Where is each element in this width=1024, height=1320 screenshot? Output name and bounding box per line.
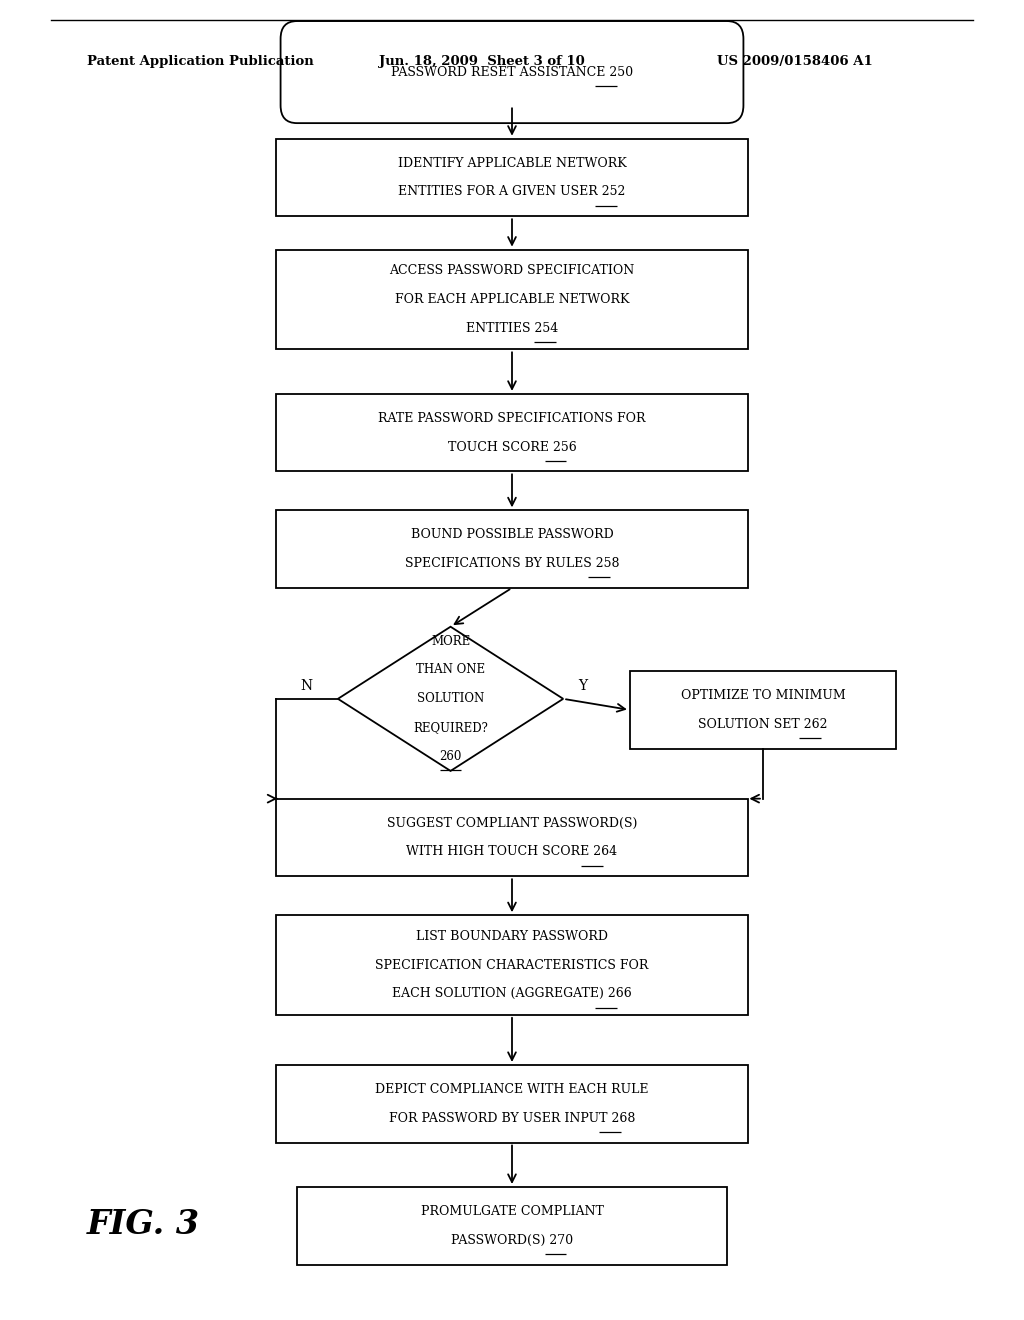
Text: RATE PASSWORD SPECIFICATIONS FOR: RATE PASSWORD SPECIFICATIONS FOR — [378, 412, 646, 425]
Bar — [276, 511, 748, 587]
Text: SPECIFICATION CHARACTERISTICS FOR: SPECIFICATION CHARACTERISTICS FOR — [376, 958, 648, 972]
Bar — [276, 1065, 748, 1143]
Text: FOR EACH APPLICABLE NETWORK: FOR EACH APPLICABLE NETWORK — [394, 293, 630, 306]
Text: REQUIRED?: REQUIRED? — [413, 721, 488, 734]
Text: PROMULGATE COMPLIANT: PROMULGATE COMPLIANT — [421, 1205, 603, 1218]
Text: N: N — [300, 678, 312, 693]
Text: TOUCH SCORE 256: TOUCH SCORE 256 — [447, 441, 577, 454]
Text: OPTIMIZE TO MINIMUM: OPTIMIZE TO MINIMUM — [681, 689, 845, 702]
Text: ENTITIES 254: ENTITIES 254 — [466, 322, 558, 335]
Bar — [276, 249, 748, 350]
Text: EACH SOLUTION (AGGREGATE) 266: EACH SOLUTION (AGGREGATE) 266 — [392, 987, 632, 1001]
Text: Jun. 18, 2009  Sheet 3 of 10: Jun. 18, 2009 Sheet 3 of 10 — [379, 55, 585, 69]
Bar — [276, 393, 748, 471]
Text: SPECIFICATIONS BY RULES 258: SPECIFICATIONS BY RULES 258 — [404, 557, 620, 570]
Text: SOLUTION: SOLUTION — [417, 692, 484, 705]
Bar — [276, 799, 748, 876]
Text: FOR PASSWORD BY USER INPUT 268: FOR PASSWORD BY USER INPUT 268 — [389, 1111, 635, 1125]
Text: DEPICT COMPLIANCE WITH EACH RULE: DEPICT COMPLIANCE WITH EACH RULE — [375, 1082, 649, 1096]
Text: Patent Application Publication: Patent Application Publication — [87, 55, 313, 69]
Text: SUGGEST COMPLIANT PASSWORD(S): SUGGEST COMPLIANT PASSWORD(S) — [387, 817, 637, 829]
Text: THAN ONE: THAN ONE — [416, 664, 485, 676]
Text: PASSWORD RESET ASSISTANCE 250: PASSWORD RESET ASSISTANCE 250 — [391, 66, 633, 79]
Polygon shape — [338, 627, 563, 771]
Text: IDENTIFY APPLICABLE NETWORK: IDENTIFY APPLICABLE NETWORK — [397, 157, 627, 169]
Text: WITH HIGH TOUCH SCORE 264: WITH HIGH TOUCH SCORE 264 — [407, 845, 617, 858]
Text: 260: 260 — [439, 750, 462, 763]
Bar — [630, 671, 896, 748]
Text: BOUND POSSIBLE PASSWORD: BOUND POSSIBLE PASSWORD — [411, 528, 613, 541]
Text: ACCESS PASSWORD SPECIFICATION: ACCESS PASSWORD SPECIFICATION — [389, 264, 635, 277]
FancyBboxPatch shape — [281, 21, 743, 123]
Bar — [276, 139, 748, 216]
Text: SOLUTION SET 262: SOLUTION SET 262 — [698, 718, 827, 731]
Text: ENTITIES FOR A GIVEN USER 252: ENTITIES FOR A GIVEN USER 252 — [398, 185, 626, 198]
Text: PASSWORD(S) 270: PASSWORD(S) 270 — [451, 1234, 573, 1246]
Text: Y: Y — [579, 678, 588, 693]
Text: US 2009/0158406 A1: US 2009/0158406 A1 — [717, 55, 872, 69]
Text: MORE: MORE — [431, 635, 470, 648]
Bar — [276, 915, 748, 1015]
Text: FIG. 3: FIG. 3 — [87, 1208, 200, 1241]
Text: LIST BOUNDARY PASSWORD: LIST BOUNDARY PASSWORD — [416, 929, 608, 942]
Bar — [297, 1187, 727, 1265]
